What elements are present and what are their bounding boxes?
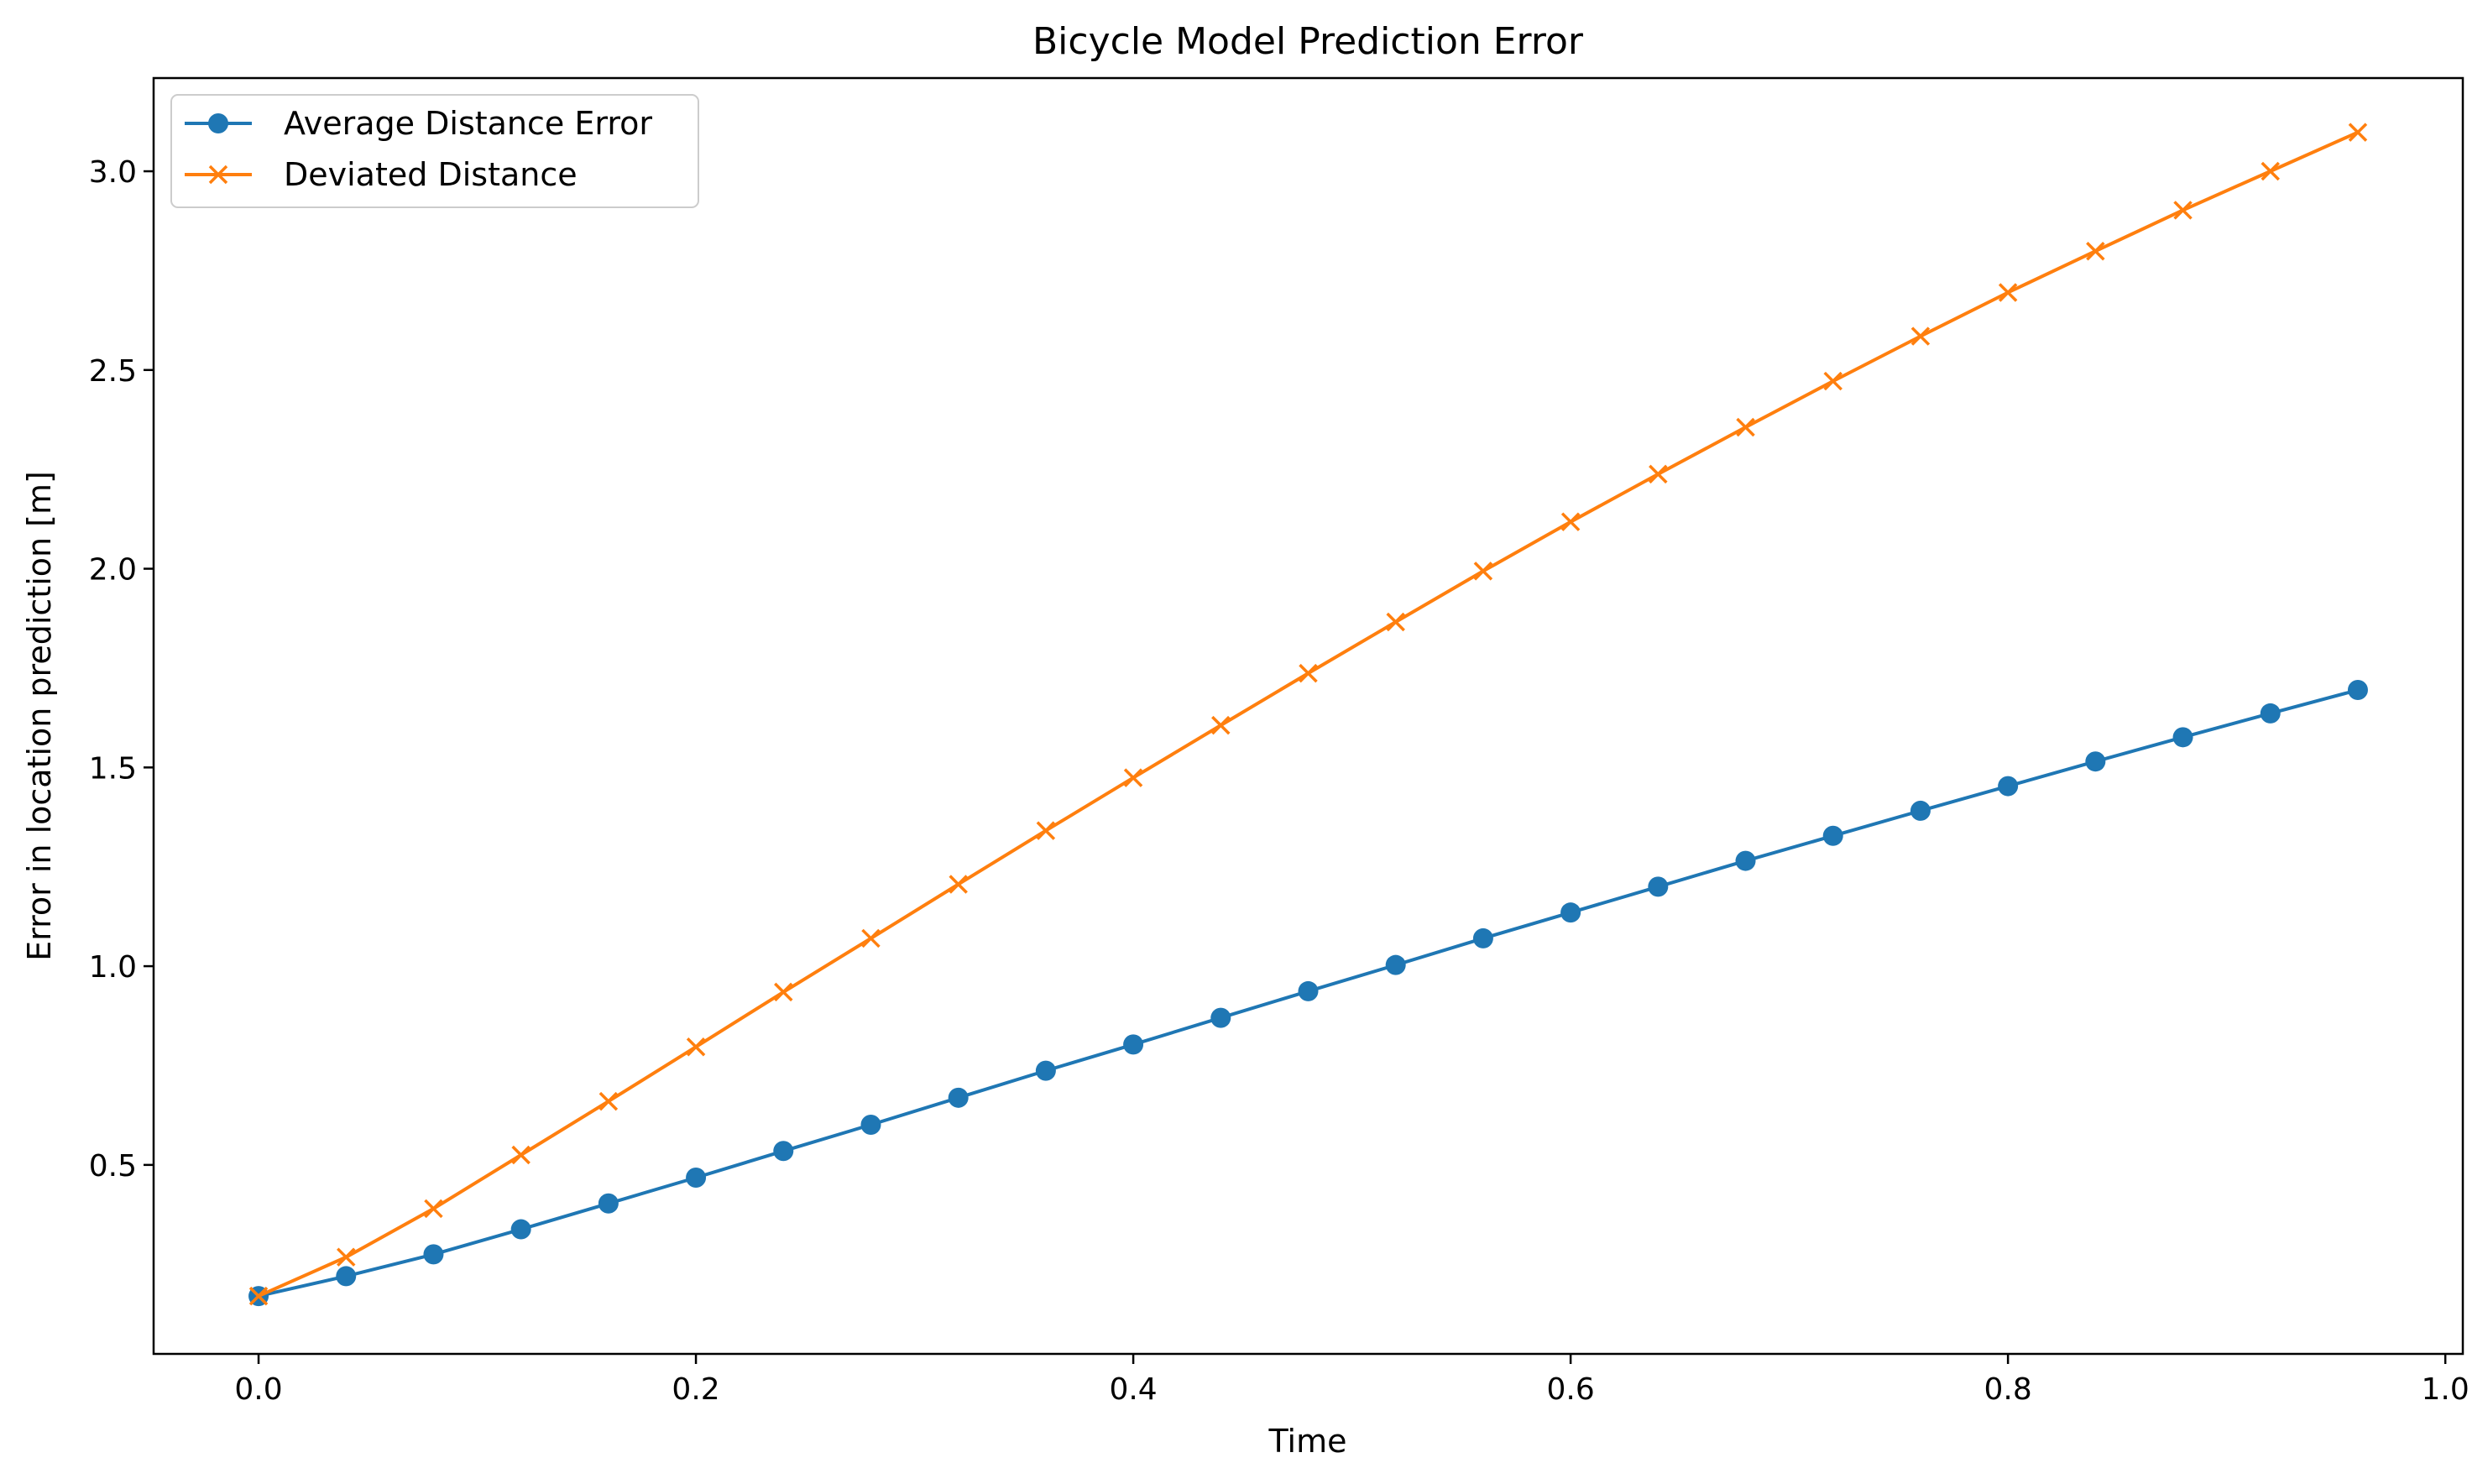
y-tick-label: 2.5 xyxy=(89,354,137,389)
data-point-deviated-distance xyxy=(1823,371,1842,391)
y-axis-label: Error in location prediction [m] xyxy=(21,471,58,961)
data-point-average-distance-error xyxy=(1472,928,1493,948)
data-point-deviated-distance xyxy=(1910,327,1931,346)
data-point-average-distance-error xyxy=(948,1087,969,1108)
y-tick-label: 3.0 xyxy=(89,155,137,190)
data-point-deviated-distance xyxy=(949,875,968,894)
y-tick-label: 0.5 xyxy=(89,1149,137,1184)
data-point-deviated-distance xyxy=(1123,768,1143,787)
data-point-deviated-distance xyxy=(1211,715,1231,735)
data-point-deviated-distance xyxy=(2261,161,2280,181)
legend-x-mark xyxy=(208,165,228,185)
data-point-deviated-distance xyxy=(774,982,793,1002)
data-point-deviated-distance xyxy=(1386,612,1405,632)
data-point-deviated-distance xyxy=(1560,512,1581,531)
legend-marker-deviated-distance xyxy=(208,165,228,185)
legend-label-average-distance-error: Average Distance Error xyxy=(284,105,652,142)
data-point-average-distance-error xyxy=(1822,825,1843,846)
data-point-average-distance-error xyxy=(510,1219,531,1240)
y-tick-label: 1.5 xyxy=(89,751,137,786)
legend-label-deviated-distance: Deviated Distance xyxy=(284,156,578,193)
data-point-deviated-distance xyxy=(1036,821,1056,840)
data-point-deviated-distance xyxy=(2086,241,2105,261)
y-tick-label: 1.0 xyxy=(89,950,137,985)
x-axis-label: Time xyxy=(1268,1423,1347,1460)
x-tick-label: 0.0 xyxy=(234,1372,282,1407)
data-point-average-distance-error xyxy=(1560,902,1581,923)
data-point-average-distance-error xyxy=(2347,679,2368,700)
data-point-average-distance-error xyxy=(336,1266,357,1287)
data-point-average-distance-error xyxy=(2260,703,2281,724)
legend: Average Distance Error Deviated Distance xyxy=(170,94,699,208)
y-tick-label: 2.0 xyxy=(89,553,137,588)
legend-marker-average-distance-error xyxy=(208,113,228,133)
x-tick-label: 1.0 xyxy=(2422,1372,2470,1407)
x-tick-label: 0.6 xyxy=(1546,1372,1594,1407)
chart-title: Bicycle Model Prediction Error xyxy=(1032,20,1584,63)
data-point-average-distance-error xyxy=(1998,776,2019,797)
data-point-average-distance-error xyxy=(2085,751,2106,772)
data-point-deviated-distance xyxy=(2173,201,2193,220)
data-point-deviated-distance xyxy=(1998,283,2018,302)
data-point-deviated-distance xyxy=(686,1037,706,1057)
data-point-average-distance-error xyxy=(1298,980,1319,1001)
data-point-average-distance-error xyxy=(423,1244,444,1265)
data-point-average-distance-error xyxy=(1648,876,1669,897)
plot-frame xyxy=(152,76,2464,1356)
data-point-deviated-distance xyxy=(1473,562,1493,581)
data-point-average-distance-error xyxy=(860,1115,881,1136)
data-point-deviated-distance xyxy=(2348,123,2368,142)
x-tick-label: 0.2 xyxy=(672,1372,719,1407)
data-point-deviated-distance xyxy=(424,1199,443,1219)
data-point-deviated-distance xyxy=(1299,663,1318,683)
data-point-deviated-distance xyxy=(1736,417,1755,437)
data-point-average-distance-error xyxy=(686,1167,707,1188)
data-point-average-distance-error xyxy=(1735,850,1756,871)
x-tick-label: 0.8 xyxy=(1984,1372,2032,1407)
data-point-deviated-distance xyxy=(598,1091,619,1111)
data-point-deviated-distance xyxy=(337,1247,356,1267)
x-tick-label: 0.4 xyxy=(1109,1372,1157,1407)
data-point-average-distance-error xyxy=(1910,800,1931,821)
data-point-deviated-distance xyxy=(1649,464,1668,484)
data-point-average-distance-error xyxy=(598,1193,619,1214)
data-point-average-distance-error xyxy=(773,1141,794,1162)
data-point-deviated-distance xyxy=(511,1145,531,1165)
legend-box xyxy=(170,94,699,208)
data-point-average-distance-error xyxy=(1123,1034,1144,1055)
data-point-average-distance-error xyxy=(2172,727,2193,748)
data-point-average-distance-error xyxy=(1210,1007,1231,1028)
data-point-deviated-distance xyxy=(861,928,881,948)
data-point-deviated-distance xyxy=(248,1286,269,1306)
data-point-average-distance-error xyxy=(1035,1060,1056,1081)
data-point-average-distance-error xyxy=(1385,954,1406,975)
